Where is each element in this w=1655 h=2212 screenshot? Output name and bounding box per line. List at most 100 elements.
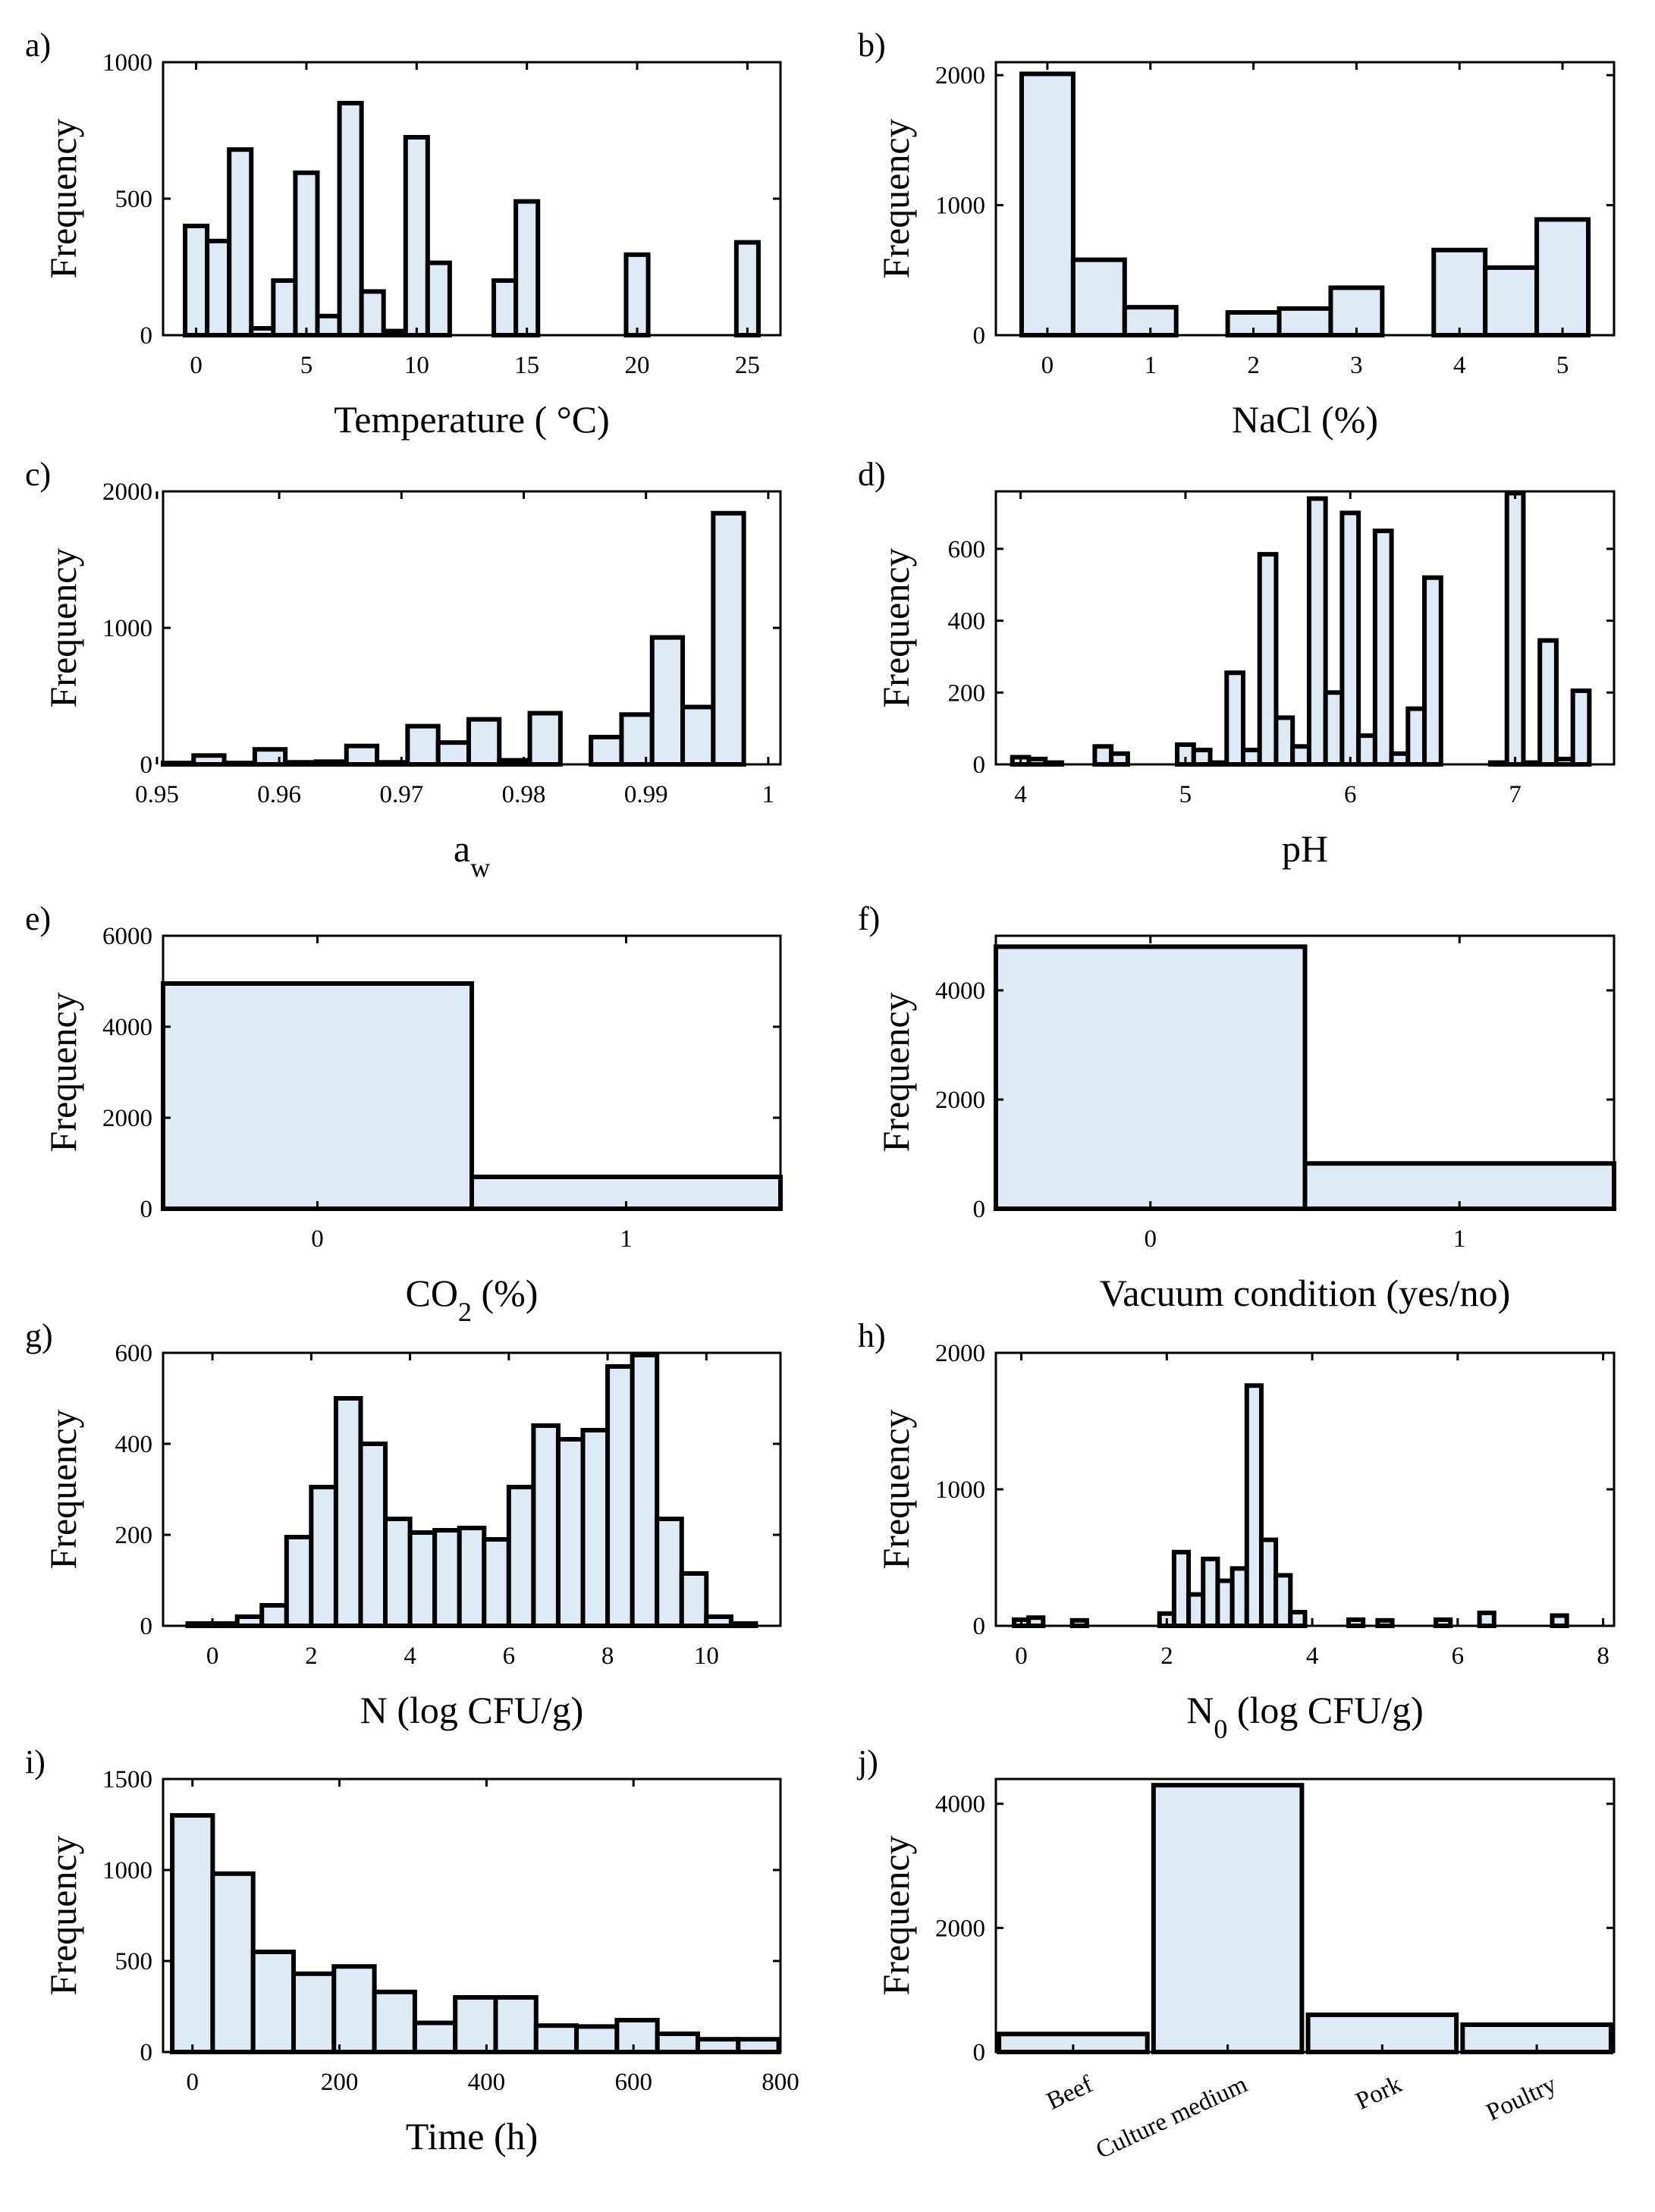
bar-g-10 [432, 1528, 462, 1628]
ytick-label: 2000 [935, 62, 985, 89]
y-axis-label: Frequency [875, 992, 917, 1152]
bar-g-4 [284, 1535, 314, 1628]
bar-c-15 [619, 712, 655, 767]
y-axis-label: Frequency [42, 1409, 84, 1569]
bar-b-8 [1431, 247, 1488, 338]
panel-label: c) [25, 456, 51, 493]
xtick-label: 5 [300, 352, 313, 379]
chart-panel-a: 0 500 1000 0 5 10 15 20 25 a) Frequency Temperature… [25, 27, 782, 441]
x-axis-label-tail: (%) [472, 1272, 538, 1314]
x-axis-label: CO2 (%) [406, 1272, 539, 1327]
axes-frame-h [994, 1351, 1616, 1627]
bar-d-18 [1389, 751, 1411, 767]
x-axis-label: pH [1282, 827, 1328, 870]
bar-b-5 [1277, 306, 1333, 338]
axes-frame-b [994, 61, 1616, 337]
bar-i-5 [372, 1989, 417, 2055]
bar-g-13 [506, 1485, 536, 1628]
xtick-label: 4 [1306, 1643, 1319, 1670]
bar-h-16 [1477, 1610, 1496, 1628]
y-axis-label: Frequency [42, 1835, 84, 1995]
xtick-label: 0 [1145, 1225, 1157, 1253]
category-label: Beef [1043, 2071, 1098, 2116]
bar-a-6 [315, 313, 342, 337]
x-axis-label-subscript: 0 [1214, 1714, 1227, 1744]
bar-a-8 [359, 289, 386, 337]
xtick-label: 20 [625, 352, 650, 379]
bar-i-12 [655, 2032, 700, 2054]
bar-g-14 [531, 1423, 561, 1628]
bar-c-12 [527, 711, 563, 767]
ytick-label: 0 [973, 1196, 986, 1223]
bar-g-2 [234, 1614, 265, 1628]
bar-i-2 [250, 1950, 297, 2054]
x-axis-label-tail: (log CFU/g) [1227, 1689, 1423, 1731]
xtick-label: 200 [321, 2069, 359, 2096]
x-axis-label: Vacuum condition (yes/no) [1100, 1272, 1511, 1314]
bar-g-20 [679, 1571, 709, 1628]
bar-a-15 [733, 240, 761, 338]
panel-label: b) [858, 27, 886, 64]
xtick-label: 1 [1145, 352, 1157, 379]
ytick-label: 2000 [102, 1105, 152, 1132]
xtick-label: 0.99 [624, 781, 668, 808]
ytick-label: 600 [948, 536, 986, 563]
bar-a-0 [183, 224, 210, 337]
ytick-label: 1500 [102, 1766, 152, 1793]
bar-c-16 [649, 635, 686, 767]
bar-b-6 [1328, 285, 1385, 337]
bar-g-5 [309, 1485, 338, 1628]
bar-i-7 [453, 1995, 498, 2054]
bar-a-10 [403, 135, 430, 337]
xtick-label: 3 [1350, 352, 1363, 379]
bar-g-17 [605, 1364, 635, 1628]
ytick-label: 500 [115, 186, 153, 213]
x-axis-label: NaCl (%) [1232, 398, 1378, 441]
panel-label: a) [25, 27, 51, 64]
category-label: Culture medium [1092, 2070, 1252, 2164]
bar-g-16 [580, 1428, 611, 1628]
bar-g-6 [333, 1396, 363, 1628]
x-axis-label-subscript: 2 [458, 1297, 472, 1327]
chart-panel-b: 0 1000 2000 0 1 2 3 4 5 b) Frequency NaCl (%) [858, 27, 1616, 441]
bar-h-17 [1550, 1613, 1569, 1628]
bar-g-18 [630, 1353, 660, 1628]
xtick-label: 2 [305, 1643, 318, 1670]
ytick-label: 1000 [102, 1857, 152, 1884]
bar-c-1 [191, 753, 227, 767]
x-axis-label-text: NaCl (%) [1232, 398, 1378, 441]
bar-d-11 [1273, 715, 1295, 767]
bar-e-0 [161, 981, 474, 1211]
chart-panel-d: 0 200 400 600 4 5 6 7 d) Frequency pH [858, 456, 1616, 870]
ytick-label: 1000 [102, 49, 152, 77]
ytick-label: 0 [140, 1613, 153, 1640]
ytick-label: 200 [115, 1522, 153, 1549]
chart-panel-i: 0 500 1000 1500 0 200 400 600 800 i) Frequency Time… [25, 1743, 799, 2157]
ytick-label: 4000 [935, 977, 985, 1005]
bar-i-14 [736, 2037, 781, 2054]
bar-c-17 [680, 704, 716, 767]
xtick-label: 0 [1015, 1643, 1028, 1670]
bar-f-0 [994, 944, 1308, 1212]
xtick-label: 2 [1160, 1643, 1173, 1670]
bar-d-24 [1537, 638, 1559, 767]
ytick-label: 500 [115, 1948, 153, 1975]
bar-a-11 [425, 260, 452, 338]
ytick-label: 1000 [102, 615, 152, 642]
bar-g-19 [655, 1517, 684, 1628]
axes-frame-i [162, 1777, 782, 2054]
xtick-label: 0 [187, 2069, 199, 2096]
ytick-label: 200 [948, 679, 986, 707]
xtick-label: 6 [1452, 1643, 1465, 1670]
bar-i-6 [412, 2020, 458, 2055]
axes-frame-f [994, 934, 1616, 1210]
xtick-label: 0.98 [502, 781, 546, 808]
ytick-label: 1000 [935, 1476, 985, 1504]
xtick-label: 0 [206, 1643, 219, 1670]
xtick-label: 8 [601, 1643, 614, 1670]
bar-i-3 [291, 1971, 337, 2055]
ytick-label: 0 [140, 2039, 153, 2066]
chart-panel-c: 0 1000 2000 0.95 0.96 0.97 0.98 0.99 1 c) Frequenc… [25, 456, 782, 883]
bar-h-12 [1288, 1610, 1308, 1628]
bar-j-1 [1151, 1783, 1305, 2055]
